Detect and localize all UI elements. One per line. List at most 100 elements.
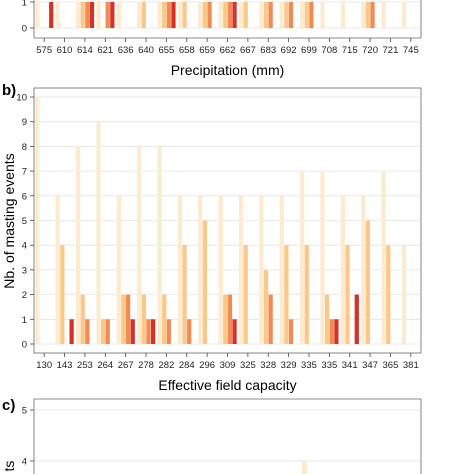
a-bar-12-0 xyxy=(279,2,284,28)
a-bar-2-3 xyxy=(89,2,95,28)
b-xtick-label-2: 253 xyxy=(77,360,93,371)
a-xtick-label-4: 636 xyxy=(118,45,134,56)
a-bar-6-1 xyxy=(162,2,167,28)
a-bar-17-0 xyxy=(381,2,386,28)
a-bar-12-1 xyxy=(284,2,289,28)
b-bar-9-2 xyxy=(227,294,233,344)
b-ytick-label-2: 2 xyxy=(22,290,27,301)
b-ytick-label-4: 4 xyxy=(22,241,27,252)
b-bar-16-1 xyxy=(365,220,371,344)
a-xtick-label-14: 708 xyxy=(321,45,337,56)
b-bar-6-0 xyxy=(157,146,162,344)
b-bar-14-1 xyxy=(325,294,330,344)
b-bar-2-1 xyxy=(80,294,85,344)
b-ytick-label-6: 6 xyxy=(22,191,27,202)
b-bar-7-2 xyxy=(187,319,192,344)
b-bar-5-2 xyxy=(146,319,151,344)
b-bar-14-0 xyxy=(320,171,325,344)
a-bar-10-1 xyxy=(243,2,248,28)
b-xtick-label-11: 328 xyxy=(260,360,276,371)
c-bar-partial xyxy=(302,461,307,474)
b-bar-4-0 xyxy=(116,195,121,344)
b-bar-15-0 xyxy=(340,195,346,344)
a-xtick-label-11: 683 xyxy=(260,45,276,56)
b-bar-4-2 xyxy=(125,294,131,344)
a-xtick-label-8: 659 xyxy=(199,45,215,56)
a-bar-0-0 xyxy=(35,2,40,28)
a-xtick-label-15: 715 xyxy=(342,45,358,56)
b-xtick-label-5: 278 xyxy=(138,360,154,371)
b-bar-6-2 xyxy=(166,319,171,344)
b-bar-10-0 xyxy=(238,195,244,344)
b-xtick-label-3: 264 xyxy=(97,360,113,371)
a-bar-14-0 xyxy=(320,2,325,28)
b-bar-8-0 xyxy=(198,195,203,344)
a-bar-12-2 xyxy=(288,2,294,28)
a-bar-1-0 xyxy=(55,2,60,28)
b-x-axis-title: Effective field capacity xyxy=(158,377,296,393)
a-bar-0-3 xyxy=(49,2,54,28)
a-xtick-label-6: 655 xyxy=(158,45,174,56)
b-ytick-label-3: 3 xyxy=(22,265,27,276)
a-bar-3-3 xyxy=(110,2,115,28)
a-bar-2-2 xyxy=(85,2,90,28)
c-panel-letter: c) xyxy=(2,397,15,414)
a-xtick-label-9: 662 xyxy=(220,45,236,56)
a-xtick-label-1: 610 xyxy=(57,45,73,56)
a-bar-18-0 xyxy=(401,2,407,28)
b-bar-5-0 xyxy=(137,146,142,344)
a-bar-8-0 xyxy=(198,2,203,28)
b-ytick-label-1: 1 xyxy=(22,315,27,326)
b-bar-12-1 xyxy=(284,245,289,344)
a-xtick-label-12: 692 xyxy=(281,45,297,56)
b-bar-15-3 xyxy=(354,294,359,344)
a-bar-5-0 xyxy=(137,2,142,28)
b-bar-6-1 xyxy=(162,294,167,344)
a-bar-2-0 xyxy=(75,2,81,28)
a-bar-11-1 xyxy=(263,2,269,28)
b-bar-15-1 xyxy=(345,245,350,344)
a-xtick-label-5: 640 xyxy=(138,45,154,56)
a-bar-4-0 xyxy=(116,2,121,28)
b-xtick-label-12: 329 xyxy=(281,360,297,371)
b-panel-letter: b) xyxy=(2,82,16,99)
b-bar-11-2 xyxy=(268,294,273,344)
b-bar-16-0 xyxy=(361,195,366,344)
b-bar-1-3 xyxy=(69,319,74,344)
b-bar-12-0 xyxy=(279,195,284,344)
a-xtick-label-10: 667 xyxy=(240,45,256,56)
b-bar-9-1 xyxy=(223,294,228,344)
b-y-axis-title: Nb. of masting events xyxy=(1,153,17,288)
a-ytick-label-1: 1 xyxy=(22,0,27,9)
b-ytick-label-10: 10 xyxy=(16,93,27,104)
a-bar-13-2 xyxy=(309,2,314,28)
b-ytick-label-5: 5 xyxy=(22,216,27,227)
b-bar-5-3 xyxy=(150,319,156,344)
b-bar-3-0 xyxy=(96,121,101,344)
b-bar-9-0 xyxy=(218,195,223,344)
b-bar-7-1 xyxy=(182,245,187,344)
a-xtick-label-2: 614 xyxy=(77,45,93,56)
b-xtick-label-13: 335 xyxy=(301,360,317,371)
a-xtick-label-17: 721 xyxy=(383,45,399,56)
b-bar-1-1 xyxy=(60,245,65,344)
a-bar-7-0 xyxy=(177,2,183,28)
a-bar-9-2 xyxy=(227,2,233,28)
a-ytick-label-0: 0 xyxy=(22,24,27,35)
b-bar-18-0 xyxy=(401,245,407,344)
b-bar-7-0 xyxy=(177,195,183,344)
a-bar-7-1 xyxy=(182,2,187,28)
b-bar-17-1 xyxy=(386,245,391,344)
b-bar-0-0 xyxy=(35,97,40,344)
b-bar-8-1 xyxy=(202,220,208,344)
a-xtick-label-18: 745 xyxy=(403,45,419,56)
b-bar-11-0 xyxy=(259,195,264,344)
b-bar-14-3 xyxy=(334,319,339,344)
a-bar-6-0 xyxy=(157,2,162,28)
b-bar-9-3 xyxy=(232,319,237,344)
b-xtick-label-17: 365 xyxy=(383,360,399,371)
b-bar-13-0 xyxy=(300,171,305,344)
b-bar-11-1 xyxy=(263,269,269,344)
b-xtick-label-16: 347 xyxy=(362,360,378,371)
